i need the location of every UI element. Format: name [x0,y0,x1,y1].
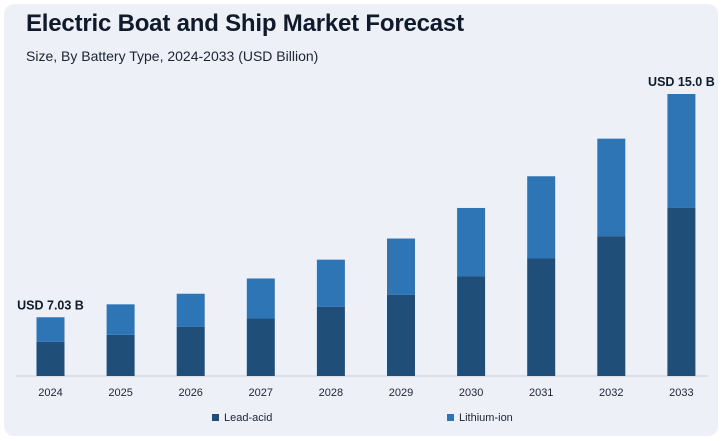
bar-lithium-ion-2024 [36,317,65,342]
bar-lithium-ion-2026 [176,293,205,327]
bar-lithium-ion-2025 [106,304,135,335]
x-tick-label-2026: 2026 [178,387,202,399]
bar-lead-acid-2027 [246,318,275,376]
bar-lead-acid-2032 [597,236,626,376]
x-tick-label-2029: 2029 [389,387,413,399]
bar-lead-acid-2029 [387,294,415,376]
bar-lithium-ion-2027 [246,278,275,319]
x-tick-label-2028: 2028 [319,387,343,399]
bar-lead-acid-2025 [106,334,135,376]
bar-lithium-ion-2030 [457,207,486,277]
legend-label-lead-acid: Lead-acid [224,412,272,424]
x-tick-label-2025: 2025 [108,387,132,399]
x-tick-label-2031: 2031 [529,387,553,399]
bar-lead-acid-2024 [36,341,65,376]
bar-lithium-ion-2031 [527,176,556,259]
data-label-2024: USD 7.03 B [17,298,84,312]
bar-lead-acid-2026 [176,326,205,376]
bar-lithium-ion-2029 [387,238,415,295]
x-tick-label-2032: 2032 [599,387,623,399]
data-label-2033: USD 15.0 B [648,75,715,89]
legend-swatch-lithium-ion [447,414,454,421]
bar-lithium-ion-2033 [667,94,696,208]
bar-lithium-ion-2028 [316,259,345,307]
bar-lithium-ion-2032 [597,138,626,237]
bar-lead-acid-2031 [527,258,556,376]
bar-lead-acid-2033 [667,207,696,376]
x-tick-label-2027: 2027 [249,387,273,399]
bar-lead-acid-2030 [457,276,486,376]
legend-swatch-lead-acid [212,414,219,421]
x-tick-label-2024: 2024 [38,387,62,399]
bar-lead-acid-2028 [316,306,345,376]
chart-subtitle: Size, By Battery Type, 2024-2033 (USD Bi… [26,48,319,64]
x-tick-label-2033: 2033 [669,387,693,399]
chart-title: Electric Boat and Ship Market Forecast [26,10,464,37]
x-tick-label-2030: 2030 [459,387,483,399]
legend-label-lithium-ion: Lithium-ion [459,412,513,424]
